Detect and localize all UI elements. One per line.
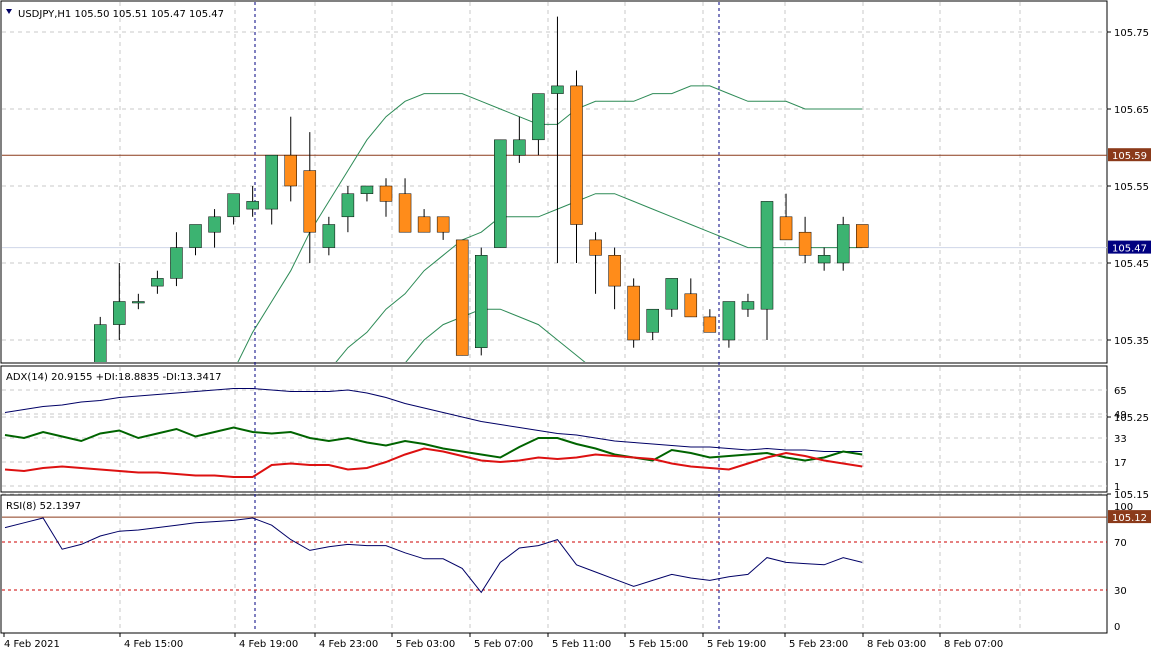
candle-body[interactable] <box>627 285 640 341</box>
time-axis-label: 8 Feb 03:00 <box>867 639 926 648</box>
candle-body[interactable] <box>436 216 450 233</box>
minus-di-line <box>4 447 863 478</box>
bollinger-lower-line <box>405 308 586 362</box>
time-axis-label: 4 Feb 23:00 <box>319 639 378 648</box>
candle-body[interactable] <box>703 316 717 333</box>
rsi-axis-label: 70 <box>1114 538 1127 549</box>
candle-body[interactable] <box>322 224 336 248</box>
candle-body[interactable] <box>570 85 583 225</box>
candle-body[interactable] <box>684 293 698 318</box>
candle-body[interactable] <box>532 93 545 141</box>
price-axis-label: 105.55 <box>1114 182 1149 193</box>
adx-header-text: ADX(14) 20.9155 +DI:18.8835 -DI:13.3417 <box>6 372 222 383</box>
candle-body[interactable] <box>170 247 183 279</box>
plus-di-line <box>4 426 863 462</box>
candle-body[interactable] <box>303 170 317 233</box>
price-label-text: 105.59 <box>1112 151 1147 162</box>
time-axis-label: 5 Feb 15:00 <box>629 639 688 648</box>
candle-body[interactable] <box>455 239 469 356</box>
candle-body[interactable] <box>741 301 755 310</box>
candle-body[interactable] <box>836 224 850 264</box>
rsi-line <box>4 517 863 594</box>
candle-body[interactable] <box>265 154 278 210</box>
time-axis-label: 5 Feb 23:00 <box>789 639 848 648</box>
price-axis-label: 105.65 <box>1114 105 1149 116</box>
time-axis-label: 5 Feb 11:00 <box>552 639 611 648</box>
candle-body[interactable] <box>132 301 145 304</box>
bollinger-upper-line <box>237 85 863 362</box>
candle-body[interactable] <box>646 308 659 333</box>
candle-body[interactable] <box>779 216 793 241</box>
adx-axis-label: 17 <box>1114 458 1127 469</box>
price-series-group <box>94 16 869 394</box>
candle-body[interactable] <box>189 224 202 248</box>
candle-body[interactable] <box>341 193 355 218</box>
rsi-header-text: RSI(8) 52.1397 <box>6 501 81 512</box>
symbol-header-text: USDJPY,H1 105.50 105.51 105.47 105.47 <box>18 9 224 20</box>
candle-body[interactable] <box>360 185 374 194</box>
rsi-axis-label: 0 <box>1114 622 1120 633</box>
candle-body[interactable] <box>760 201 774 310</box>
candle-body[interactable] <box>227 193 240 218</box>
bollinger-middle-line <box>335 193 863 362</box>
candle-body[interactable] <box>665 278 678 310</box>
price-label-text: 105.47 <box>1112 244 1147 255</box>
time-axis-label: 4 Feb 19:00 <box>239 639 298 648</box>
price-label-box <box>1108 240 1151 254</box>
adx-axis-label: 33 <box>1114 434 1127 445</box>
candle-body[interactable] <box>208 216 221 233</box>
candle-body[interactable] <box>722 301 736 341</box>
candle-body[interactable] <box>817 255 831 264</box>
price-label-text: 105.12 <box>1112 513 1147 524</box>
price-label-box <box>1108 148 1151 162</box>
candle-body[interactable] <box>246 201 259 210</box>
candle-body[interactable] <box>608 255 621 287</box>
candle-body[interactable] <box>551 85 564 94</box>
time-axis-label: 5 Feb 19:00 <box>707 639 766 648</box>
symbol-header: USDJPY,H1 105.50 105.51 105.47 105.47 <box>6 9 224 20</box>
price-axis-label: 105.45 <box>1114 259 1149 270</box>
adx-axis-label: 1 <box>1114 482 1120 493</box>
price-label-box <box>1108 510 1151 524</box>
price-axis-label: 105.35 <box>1114 336 1149 347</box>
time-axis-label: 4 Feb 15:00 <box>124 639 183 648</box>
candle-body[interactable] <box>589 239 602 256</box>
candle-body[interactable] <box>856 224 869 248</box>
candle-body[interactable] <box>417 216 431 233</box>
adx-axis-label: 65 <box>1114 386 1127 397</box>
candle-body[interactable] <box>113 301 126 325</box>
price-axis-label: 105.25 <box>1114 413 1149 424</box>
adx-axis-label: 49 <box>1114 410 1127 421</box>
triangle-down-icon[interactable] <box>6 9 12 14</box>
candle-body[interactable] <box>475 255 488 348</box>
price-axis-label: 105.75 <box>1114 28 1149 39</box>
price-panel[interactable] <box>0 0 1108 364</box>
time-axis-label: 5 Feb 03:00 <box>396 639 455 648</box>
candle-body[interactable] <box>94 324 107 394</box>
candle-body[interactable] <box>798 231 812 256</box>
candle-body[interactable] <box>513 139 526 156</box>
candle-body[interactable] <box>379 185 393 202</box>
candle-body[interactable] <box>398 193 412 233</box>
candle-body[interactable] <box>494 139 507 248</box>
time-axis-label: 4 Feb 2021 <box>4 639 60 648</box>
adx-line <box>4 388 863 452</box>
adx-panel[interactable] <box>0 365 1108 493</box>
price-axis-label: 105.15 <box>1114 490 1149 501</box>
time-axis-label: 5 Feb 07:00 <box>474 639 533 648</box>
rsi-panel[interactable] <box>0 494 1108 634</box>
candle-body[interactable] <box>151 278 164 287</box>
candle-body[interactable] <box>284 154 297 187</box>
time-axis-label: 8 Feb 07:00 <box>944 639 1003 648</box>
rsi-axis-label: 30 <box>1114 586 1127 597</box>
rsi-axis-label: 100 <box>1114 502 1133 513</box>
